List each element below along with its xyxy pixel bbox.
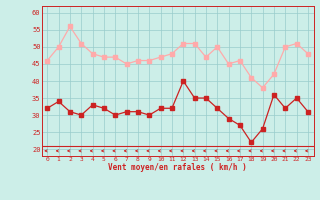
X-axis label: Vent moyen/en rafales ( km/h ): Vent moyen/en rafales ( km/h ) — [108, 164, 247, 172]
